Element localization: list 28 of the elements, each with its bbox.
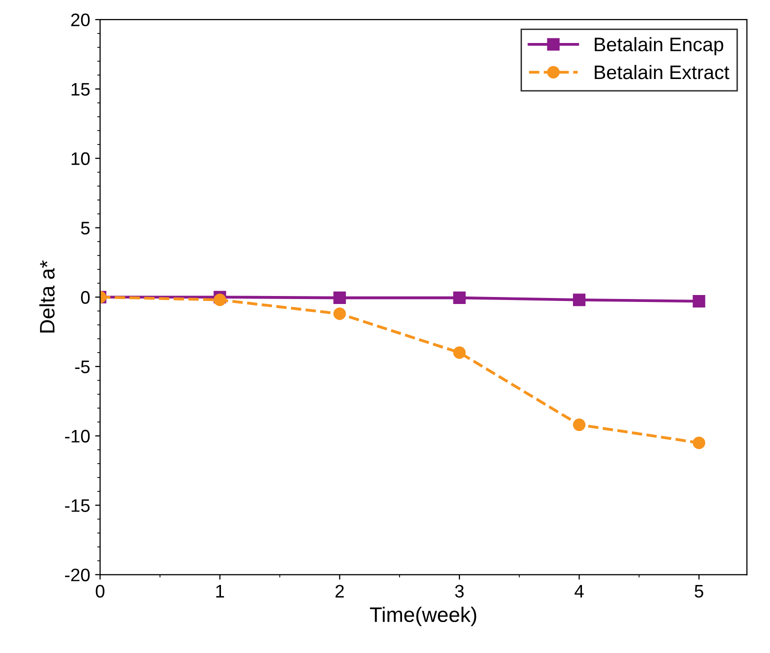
y-tick-label: 20 bbox=[71, 14, 90, 26]
y-tick-label: -5 bbox=[75, 360, 90, 374]
point bbox=[692, 295, 706, 308]
point bbox=[572, 418, 586, 432]
point bbox=[453, 346, 466, 359]
x-tick-label: 5 bbox=[694, 585, 704, 598]
x-axis-title: Time(week) bbox=[370, 606, 476, 626]
x-tick-label: 3 bbox=[455, 584, 464, 598]
point bbox=[333, 308, 346, 320]
y-tick-label: 5 bbox=[81, 222, 90, 234]
point bbox=[214, 294, 226, 306]
y-tick-label: -15 bbox=[65, 499, 90, 512]
y-axis-title: Delta a* bbox=[39, 260, 55, 332]
x-tick-label: 1 bbox=[216, 585, 224, 598]
point bbox=[453, 292, 466, 304]
x-tick-label: 0 bbox=[96, 584, 104, 598]
legend-label: Betalain Extract bbox=[594, 64, 730, 80]
y-tick-label: 10 bbox=[72, 152, 90, 166]
point bbox=[692, 436, 706, 450]
y-tick-label: -20 bbox=[65, 568, 90, 582]
y-tick-label: -10 bbox=[65, 430, 90, 443]
point bbox=[333, 292, 346, 304]
legend-label: Betalain Encap bbox=[594, 37, 724, 56]
x-tick-label: 4 bbox=[574, 585, 584, 598]
y-tick-label: 15 bbox=[72, 83, 90, 96]
y-tick-label: 0 bbox=[81, 291, 90, 304]
x-tick-label: 2 bbox=[336, 584, 344, 598]
point bbox=[572, 294, 586, 306]
